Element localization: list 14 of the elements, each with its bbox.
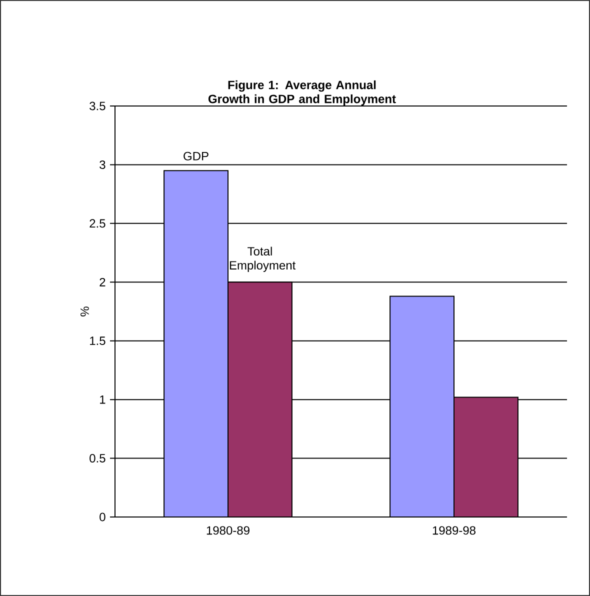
y-tick-label: 3	[100, 160, 106, 169]
series-label: GDP	[184, 152, 208, 160]
y-tick-label: 3.5	[90, 102, 106, 110]
y-tick-label: 0	[100, 512, 106, 522]
y-tick-label: 0.5	[90, 454, 106, 463]
y-tick-label: 2.5	[90, 219, 106, 228]
x-tick-label: 1989-98	[432, 526, 476, 535]
y-tick-label: 1.5	[90, 336, 106, 346]
y-tick-label: 2	[100, 278, 106, 286]
series-label: Total Employment	[230, 246, 296, 272]
x-tick-label: 1980-89	[206, 526, 250, 535]
y-axis-title: %	[80, 306, 89, 316]
chart-title: Figure 1: Average Annual Growth in GDP and Employment	[208, 80, 396, 106]
y-tick-label: 1	[100, 395, 106, 404]
